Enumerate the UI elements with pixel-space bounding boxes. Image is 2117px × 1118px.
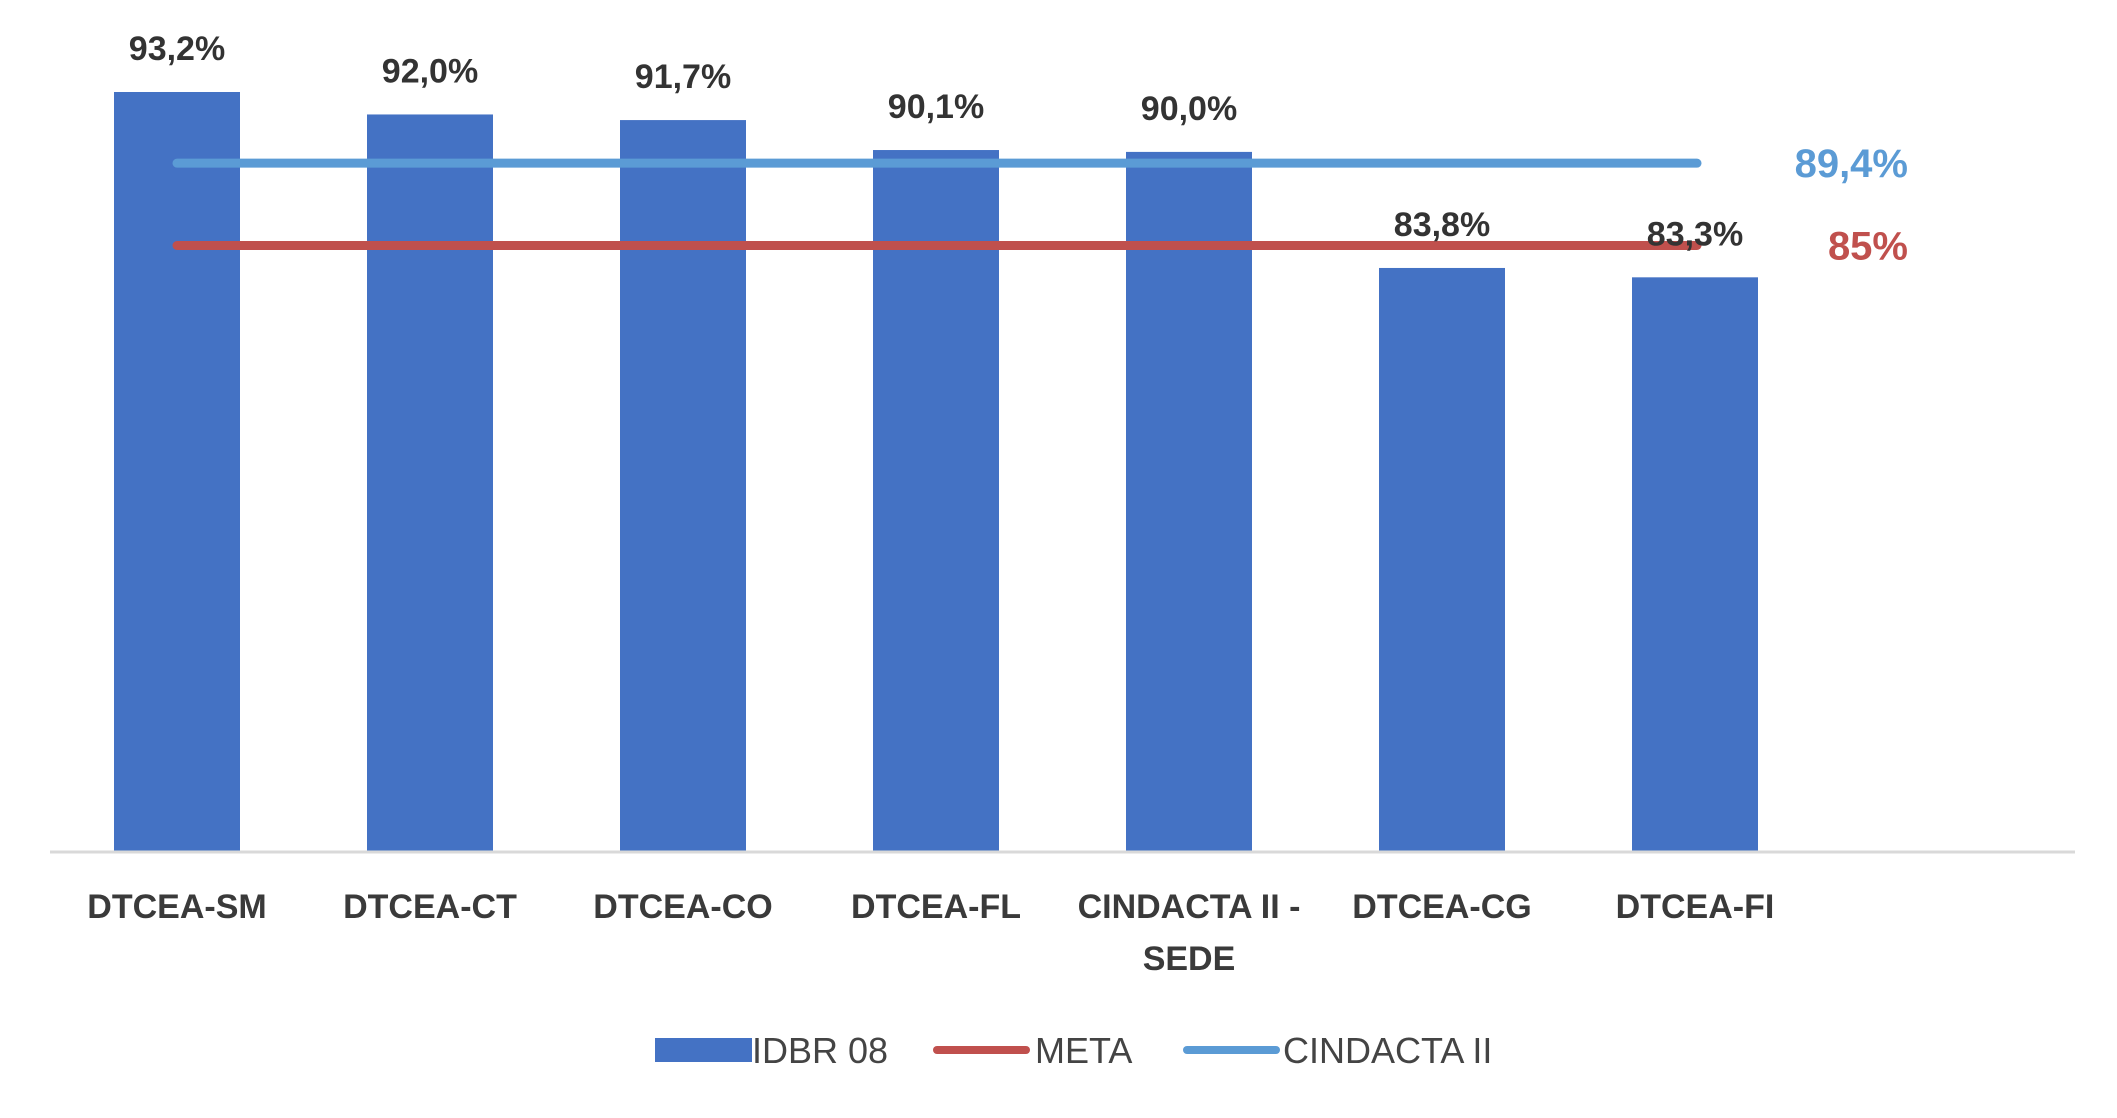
category-label-dtcea-cg: DTCEA-CG xyxy=(1352,888,1531,926)
reference-label-meta: 85% xyxy=(1828,224,1908,268)
legend-item-idbr-08: IDBR 08 xyxy=(655,1030,888,1071)
bar-dtcea-ct xyxy=(367,114,493,852)
legend-label-meta: META xyxy=(1035,1030,1132,1071)
data-label-dtcea-co: 91,7% xyxy=(635,58,731,96)
category-label-cindacta-ii-sede: CINDACTA II -SEDE xyxy=(1078,888,1301,978)
reference-lines-layer: 85% 89,4% xyxy=(172,142,1908,268)
reference-label-cindacta-ii: 89,4% xyxy=(1795,142,1908,186)
bar-dtcea-sm xyxy=(114,92,240,852)
bar-dtcea-cg xyxy=(1379,267,1505,853)
legend: IDBR 08 META CINDACTA II xyxy=(655,1030,1492,1071)
category-label-dtcea-fi: DTCEA-FI xyxy=(1616,888,1775,926)
legend-label-idbr-08: IDBR 08 xyxy=(752,1030,888,1071)
data-label-dtcea-fl: 90,1% xyxy=(888,88,984,126)
bar-dtcea-fl xyxy=(873,150,999,853)
legend-label-cindacta-ii: CINDACTA II xyxy=(1283,1030,1492,1071)
bar-cindacta-ii-sede xyxy=(1126,151,1252,852)
category-label-dtcea-co: DTCEA-CO xyxy=(593,888,772,926)
legend-item-cindacta-ii: CINDACTA II xyxy=(1183,1030,1492,1071)
bars-layer xyxy=(114,92,1758,853)
data-label-cindacta-ii-sede: 90,0% xyxy=(1141,90,1237,128)
data-label-dtcea-cg: 83,8% xyxy=(1394,206,1490,244)
category-labels-layer: DTCEA-SM DTCEA-CT DTCEA-CO DTCEA-FL CINDACTA… xyxy=(87,888,1774,978)
category-label-dtcea-ct: DTCEA-CT xyxy=(343,888,517,926)
legend-item-meta: META xyxy=(933,1030,1132,1071)
bar-dtcea-co xyxy=(620,120,746,853)
data-labels-layer: 93,2% 92,0% 91,7% 90,1% 90,0% 83,8% 83,3% xyxy=(129,30,1743,253)
bar-dtcea-fi xyxy=(1632,277,1758,852)
category-label-dtcea-sm: DTCEA-SM xyxy=(87,888,266,926)
data-label-dtcea-sm: 93,2% xyxy=(129,30,225,68)
legend-swatch-idbr-08 xyxy=(655,1038,752,1062)
category-label-dtcea-fl: DTCEA-FL xyxy=(851,888,1021,926)
data-label-dtcea-ct: 92,0% xyxy=(382,52,478,90)
data-label-dtcea-fi: 83,3% xyxy=(1647,215,1743,253)
